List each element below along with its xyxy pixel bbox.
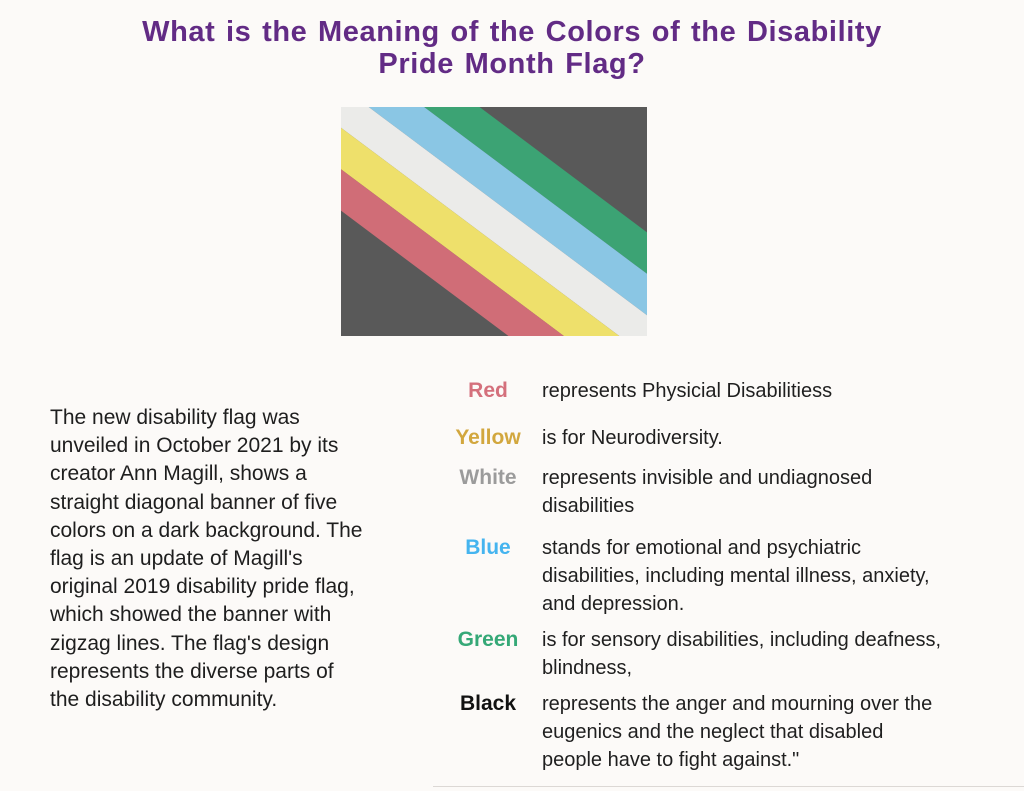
color-description-yellow: is for Neurodiversity. [542, 427, 723, 449]
legend-item-green: Green is for sensory disabilities, inclu… [440, 626, 1024, 682]
legend-item-yellow: Yellow is for Neurodiversity. [440, 424, 1024, 452]
legend-item-red: Red represents Physicial Disabilitiess [440, 377, 1024, 405]
color-label-yellow: Yellow [455, 426, 521, 449]
flag-stripe-white [313, 80, 678, 365]
legend-item-black: Black represents the anger and mourning … [440, 690, 1024, 774]
color-label-green: Green [457, 628, 519, 651]
color-description-blue: stands for emotional and psychiatric dis… [542, 537, 930, 615]
color-description-green: is for sensory disabilities, including d… [542, 629, 942, 679]
color-label-red: Red [468, 379, 508, 402]
legend-item-blue: Blue stands for emotional and psychiatri… [440, 534, 1024, 618]
color-label-black: Black [459, 692, 517, 715]
flag-graphic [273, 27, 718, 418]
legend-item-white: White represents invisible and undiagnos… [440, 464, 1024, 520]
intro-paragraph: The new disability flag was unveiled in … [50, 406, 363, 712]
flag-stripe-yellow [293, 107, 658, 392]
color-description-black: represents the anger and mourning over t… [542, 693, 933, 771]
color-description-white: represents invisible and undiagnosed dis… [542, 467, 873, 517]
color-label-blue: Blue [465, 536, 511, 559]
color-label-white: White [459, 466, 517, 489]
color-description-red: represents Physicial Disabilitiess [542, 380, 833, 402]
page-title: What is the Meaning of the Colors of the… [142, 16, 882, 80]
bottom-divider-line [433, 786, 1024, 787]
flag-stripe-blue [333, 54, 698, 339]
disability-pride-flag-image [273, 27, 718, 418]
